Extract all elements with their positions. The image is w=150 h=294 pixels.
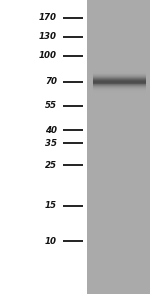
Bar: [93, 84, 146, 85]
Text: 170: 170: [39, 13, 57, 22]
Bar: [93, 81, 146, 82]
Bar: [93, 77, 146, 78]
Bar: [93, 82, 146, 83]
Bar: [93, 74, 146, 75]
Bar: [93, 90, 146, 91]
Text: 25: 25: [45, 161, 57, 170]
Bar: [93, 89, 146, 90]
Bar: [93, 78, 146, 79]
Bar: [93, 85, 146, 86]
Bar: [93, 93, 146, 94]
Bar: [93, 76, 146, 77]
Bar: [93, 73, 146, 74]
Bar: [93, 92, 146, 93]
Bar: [93, 69, 146, 70]
Bar: [87, 0, 150, 294]
Bar: [93, 79, 146, 80]
Bar: [93, 88, 146, 89]
Bar: [93, 86, 146, 87]
Bar: [93, 80, 146, 81]
Bar: [93, 71, 146, 72]
Text: 10: 10: [45, 237, 57, 245]
Bar: [93, 72, 146, 73]
Bar: [93, 70, 146, 71]
Text: 15: 15: [45, 201, 57, 210]
Text: 100: 100: [39, 51, 57, 60]
Text: 55: 55: [45, 101, 57, 110]
Text: 40: 40: [45, 126, 57, 135]
Bar: [93, 83, 146, 84]
Bar: [93, 87, 146, 88]
Text: 70: 70: [45, 77, 57, 86]
Bar: [93, 75, 146, 76]
Bar: [0, 0, 87, 294]
Bar: [93, 68, 146, 69]
Text: 35: 35: [45, 139, 57, 148]
Bar: [93, 91, 146, 92]
Text: 130: 130: [39, 32, 57, 41]
